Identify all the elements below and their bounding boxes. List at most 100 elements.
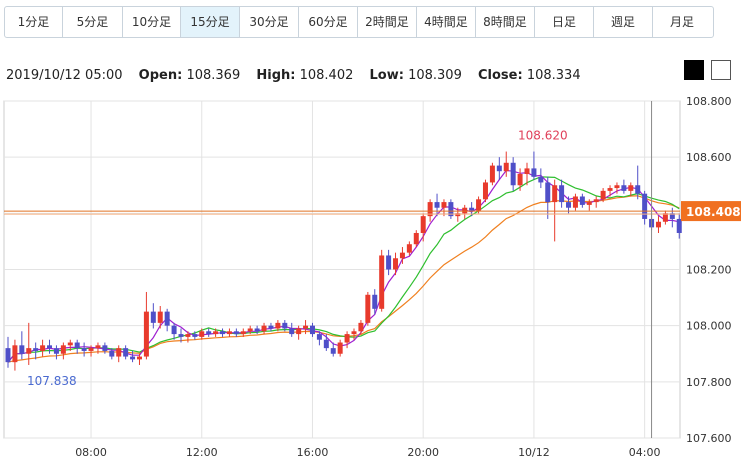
tab-7[interactable]: 2時間足	[358, 7, 417, 37]
candle-body	[655, 221, 661, 228]
candle-body	[538, 176, 544, 183]
candle-body	[19, 345, 25, 354]
candle-body	[289, 328, 295, 335]
candle-body	[247, 328, 253, 332]
candle-body	[379, 255, 385, 309]
candle-body	[566, 202, 572, 208]
candle-body	[116, 348, 122, 357]
tab-6[interactable]: 60分足	[299, 7, 358, 37]
candle-body	[427, 202, 433, 217]
y-tick-label: 108.200	[686, 264, 732, 277]
candle-body	[5, 348, 11, 363]
candle-body	[510, 162, 516, 186]
candle-body	[600, 190, 606, 200]
y-tick-label: 108.600	[686, 151, 732, 164]
high-value: 108.402	[299, 68, 354, 83]
close-label: Close:	[478, 68, 523, 83]
candle-body	[476, 199, 482, 211]
candle-body	[296, 328, 302, 335]
candle-body	[607, 188, 613, 191]
candle-body	[74, 342, 80, 349]
candle-body	[579, 196, 585, 205]
candle-body	[220, 331, 226, 335]
candle-body	[337, 342, 343, 354]
candle-body	[275, 322, 281, 329]
candle-body	[386, 255, 392, 270]
light-theme-button[interactable]	[711, 60, 731, 80]
low-label: Low:	[369, 68, 404, 83]
tab-2[interactable]: 5分足	[63, 7, 123, 37]
tab-1[interactable]: 1分足	[5, 7, 63, 37]
candle-body	[282, 322, 288, 329]
tab-8[interactable]: 4時間足	[417, 7, 476, 37]
close-value: 108.334	[526, 68, 581, 83]
candle-body	[365, 294, 371, 323]
candle-body	[323, 339, 329, 349]
candle-body	[441, 202, 447, 208]
candle-body	[136, 356, 142, 360]
current-price-label: 108.408	[686, 205, 741, 219]
candle-body	[178, 334, 184, 337]
candle-body	[621, 185, 627, 191]
low-annotation: 107.838	[27, 374, 77, 388]
y-tick-label: 108.000	[686, 320, 732, 333]
candle-body	[47, 345, 53, 349]
candle-body	[303, 325, 309, 329]
candle-body	[316, 334, 322, 340]
tab-11[interactable]: 週足	[594, 7, 653, 37]
candle-body	[102, 345, 108, 351]
candle-body	[88, 348, 94, 351]
candle-body	[614, 185, 620, 189]
x-tick-label: 16:00	[297, 446, 329, 459]
x-tick-label: 04:00	[629, 446, 661, 459]
candle-body	[123, 348, 129, 357]
tab-9[interactable]: 8時間足	[476, 7, 535, 37]
candle-body	[593, 199, 599, 203]
candle-body	[552, 185, 558, 203]
candle-body	[12, 345, 18, 363]
candle-body	[33, 348, 39, 351]
candle-body	[309, 325, 315, 335]
open-label: Open:	[138, 68, 183, 83]
candle-body	[406, 244, 412, 253]
candle-body	[109, 350, 115, 357]
candle-body	[669, 213, 675, 219]
high-annotation: 108.620	[518, 129, 568, 143]
candle-body	[358, 322, 364, 332]
tab-4[interactable]: 15分足	[181, 7, 240, 37]
tab-12[interactable]: 月足	[669, 15, 694, 29]
candle-body	[185, 334, 191, 337]
dark-theme-button[interactable]	[684, 60, 704, 80]
candle-body	[434, 202, 440, 208]
candle-body	[586, 202, 592, 205]
candle-body	[372, 294, 378, 309]
current-price-tag	[681, 201, 741, 222]
candle-body	[233, 331, 239, 335]
candle-body	[261, 325, 267, 332]
candle-body	[254, 328, 260, 332]
tab-3[interactable]: 10分足	[123, 7, 181, 37]
candle-body	[628, 185, 634, 191]
candle-body	[496, 165, 502, 172]
candle-body	[351, 331, 357, 335]
candle-body	[40, 345, 46, 351]
candle-body	[26, 348, 32, 354]
candle-body	[81, 348, 87, 351]
candle-body	[559, 185, 565, 203]
candle-body	[635, 185, 641, 194]
tab-10[interactable]: 日足	[535, 7, 594, 37]
price-chart: 108.800108.600108.400108.200108.000107.8…	[3, 95, 741, 459]
x-tick-label: 10/12	[518, 446, 550, 459]
candle-body	[130, 356, 136, 360]
candle-body	[226, 331, 232, 335]
candle-body	[240, 331, 246, 335]
candle-body	[482, 182, 488, 200]
high-label: High:	[256, 68, 296, 83]
candle-body	[268, 325, 274, 329]
x-tick-label: 12:00	[186, 446, 218, 459]
tab-5[interactable]: 30分足	[240, 7, 299, 37]
candle-body	[344, 334, 350, 343]
ohlc-datetime: 2019/10/12 05:00	[6, 68, 123, 83]
candle-body	[642, 193, 648, 219]
timeframe-tabs: 1分足 5分足 10分足 15分足 30分足 60分足 2時間足 4時間足 8時間足 日足 週足 月足	[4, 6, 714, 38]
